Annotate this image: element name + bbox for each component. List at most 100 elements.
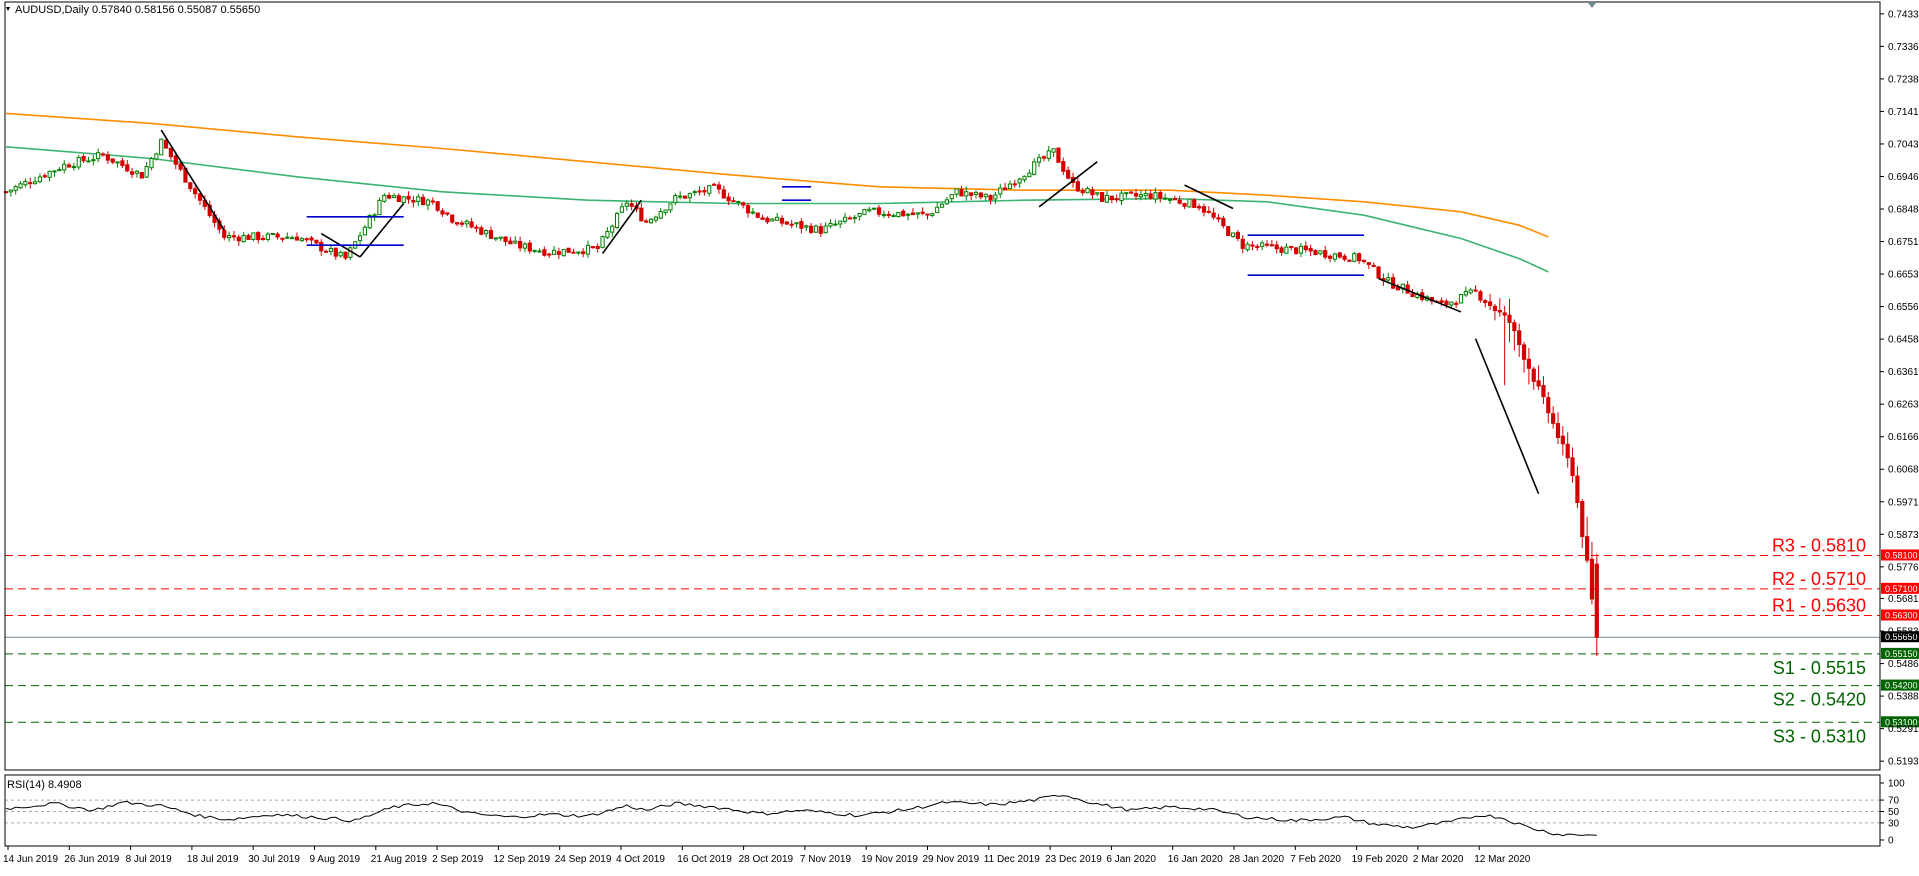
candle-body [1143,192,1148,197]
time-axis-tick-label: 4 Oct 2019 [616,854,665,865]
candle-body [1153,192,1158,200]
time-axis-tick-label: 24 Sep 2019 [555,854,612,865]
candle-body [270,232,275,235]
candle-body [387,194,392,199]
candle-body [944,199,949,205]
candle-body [309,237,314,241]
candle-body [1337,252,1342,258]
candle-body [872,207,877,210]
candle-body [1109,195,1114,201]
level-price-tag-text: 0.55150 [1885,649,1918,659]
candle-body [906,213,911,216]
candle-body [1284,246,1289,254]
level-price-tag [1881,582,1919,594]
collapse-triangle-icon[interactable] [6,7,10,11]
candle-body [1376,266,1381,279]
candle-body [1133,193,1139,197]
candle-body [741,202,746,206]
price-axis-tick-label: 0.51935 [1888,757,1919,768]
bid-price-tag-text: 0.55650 [1885,632,1918,642]
candle-body [1463,291,1468,296]
candle-body [1201,206,1207,213]
candle-body [527,242,532,252]
level-label-support: S1 - 0.5515 [1773,658,1866,678]
candle-body [726,196,731,202]
time-axis-tick-label: 16 Oct 2019 [677,854,732,865]
candle-body [319,241,324,252]
candle-body [804,225,809,228]
candle-body [1454,302,1459,305]
level-price-tag [1881,647,1919,659]
price-axis-tick-label: 0.74335 [1888,9,1919,20]
shift-marker-icon[interactable] [1588,3,1596,8]
candle-body [1235,232,1241,239]
price-axis-tick-label: 0.70435 [1888,139,1919,150]
candle-body [508,240,513,245]
candle-body [1022,175,1027,181]
candle-body [731,200,736,203]
candle-body [1085,187,1090,194]
rsi-pane-frame [4,774,1881,847]
candle-body [998,187,1003,195]
candle-body [600,236,605,248]
candle-body [663,209,668,213]
candle-body [770,218,775,222]
candle-body [1124,192,1129,195]
candle-body [1080,190,1085,194]
rsi-axis-tick-label: 50 [1888,807,1900,818]
candle-body [765,217,770,223]
candle-body [37,176,43,183]
candle-body [721,189,726,199]
candle-body [1386,277,1391,281]
candle-body [847,217,852,220]
level-price-tag [1881,716,1919,728]
time-axis-tick-label: 16 Jan 2020 [1168,854,1223,865]
candle-body [265,233,270,240]
level-price-tag [1881,609,1919,621]
candle-body [857,212,862,217]
candle-body [100,153,106,156]
candle-body [299,238,304,242]
candle-body [896,211,901,217]
candle-body [134,170,140,174]
moving-average-slow [5,112,1549,238]
candle-body [1182,203,1187,207]
candle-body [1352,253,1357,262]
candle-body [324,250,329,253]
candle-body [1313,250,1318,256]
candle-body [1095,192,1100,195]
candle-body [682,195,688,199]
candle-body [619,206,625,213]
candle-body [91,159,96,162]
candle-body [712,183,717,186]
candle-body [1221,217,1226,227]
candle-body [750,211,755,214]
candle-body [1158,192,1163,199]
candle-body [1458,294,1464,304]
candle-body [396,195,401,203]
candle-body [1560,435,1565,445]
candle-body [1138,194,1144,198]
candle-body [716,184,722,190]
candle-body [1565,443,1570,459]
candle-body [421,196,426,206]
candle-body [1575,475,1580,504]
time-axis-tick-label: 14 Jun 2019 [3,854,58,865]
time-axis-tick-label: 12 Mar 2020 [1474,854,1531,865]
candle-body [474,226,479,229]
candle-body [673,195,678,204]
candle-body [450,214,455,223]
candle-body [236,236,241,242]
candle-body [1594,563,1599,638]
candle-body [978,192,983,198]
candle-body [935,206,940,214]
level-label-resistance: R2 - 0.5710 [1772,569,1866,589]
candle-body [838,220,843,225]
candle-body [518,240,523,249]
candle-body [1226,226,1231,237]
candle-body [120,160,125,167]
